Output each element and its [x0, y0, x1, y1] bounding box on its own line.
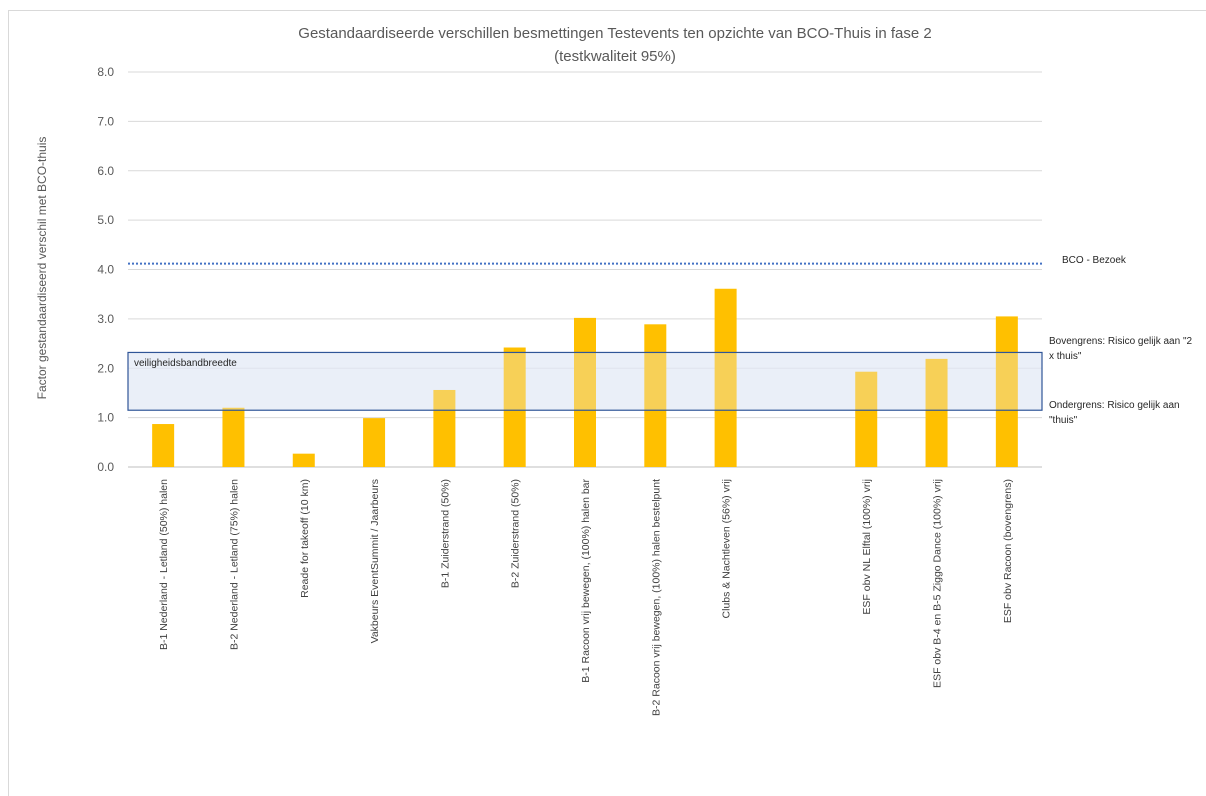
bar [363, 418, 386, 467]
safety-band-front [127, 351, 1043, 411]
bar [152, 424, 175, 467]
category-label: B-1 Zuiderstrand (50%) [439, 479, 451, 588]
lower-bound-label: Ondergrens: Risico gelijk aan "thuis" [1049, 400, 1182, 426]
safety-band-overlay [128, 352, 1042, 411]
bar [855, 371, 878, 467]
y-tick-label: 8.0 [97, 65, 114, 79]
y-tick-label: 6.0 [97, 164, 114, 178]
bar [925, 358, 948, 467]
category-label: B-2 Nederland - Letland (75%) halen [228, 479, 240, 650]
category-label: Vakbeurs EventSummit / Jaarbeurs [369, 479, 381, 643]
y-tick-label: 0.0 [97, 460, 114, 474]
category-label: B-2 Zuiderstrand (50%) [510, 479, 522, 588]
bar [644, 324, 667, 467]
bar [292, 453, 315, 467]
y-tick-label: 5.0 [97, 213, 114, 227]
chart-frame [8, 10, 1206, 796]
bar [222, 407, 245, 467]
band-label: veiligheidsbandbreedte [134, 358, 237, 369]
safety-band-border [127, 351, 1043, 411]
y-axis-label: Factor gestandaardiseerd verschil met BC… [35, 137, 49, 400]
bar [433, 389, 456, 467]
category-label: B-1 Nederland - Letland (50%) halen [158, 479, 170, 650]
category-label: ESF obv NL Elftal (100%) vrij [861, 479, 873, 615]
upper-bound-label-line-1: Bovengrens: Risico gelijk aan "2 [1049, 336, 1193, 347]
y-tick-label: 4.0 [97, 263, 114, 277]
y-tick-labels: 0.0 1.0 2.0 3.0 4.0 5.0 6.0 7.0 8.0 [97, 65, 114, 474]
bar [574, 317, 596, 467]
category-label: ESF obv B-4 en B-5 Ziggo Dance (100%) vr… [932, 479, 944, 688]
upper-bound-label-line-2: x thuis" [1049, 351, 1082, 362]
y-tick-label: 2.0 [97, 361, 114, 375]
lower-bound-label-line-2: "thuis" [1049, 415, 1078, 426]
category-label: Clubs & Nachtleven (56%) vrij [721, 479, 733, 618]
bars [152, 288, 1018, 467]
category-labels: B-1 Nederland - Letland (50%) halen B-2 N… [158, 479, 1014, 716]
category-label: Reade for takeoff (10 km) [299, 479, 311, 598]
y-tick-label: 7.0 [97, 114, 114, 128]
bar [714, 288, 737, 467]
chart-subtitle: (testkwaliteit 95%) [554, 48, 676, 65]
upper-bound-label: Bovengrens: Risico gelijk aan "2 x thuis… [1049, 336, 1195, 362]
lower-bound-label-line-1: Ondergrens: Risico gelijk aan [1049, 400, 1180, 411]
y-tick-label: 3.0 [97, 312, 114, 326]
bar [995, 316, 1018, 467]
y-tick-label: 1.0 [97, 411, 114, 425]
reference-line-label: BCO - Bezoek [1062, 255, 1127, 266]
bar [503, 347, 526, 467]
category-label: ESF obv Racoon (bovengrens) [1002, 479, 1014, 623]
chart-title: Gestandaardiseerde verschillen besmettin… [298, 25, 931, 42]
category-label: B-2 Racoon vrij bewegen, (100%) halen be… [650, 479, 662, 716]
category-label: B-1 Racoon vrij bewegen, (100%) halen ba… [580, 479, 592, 683]
